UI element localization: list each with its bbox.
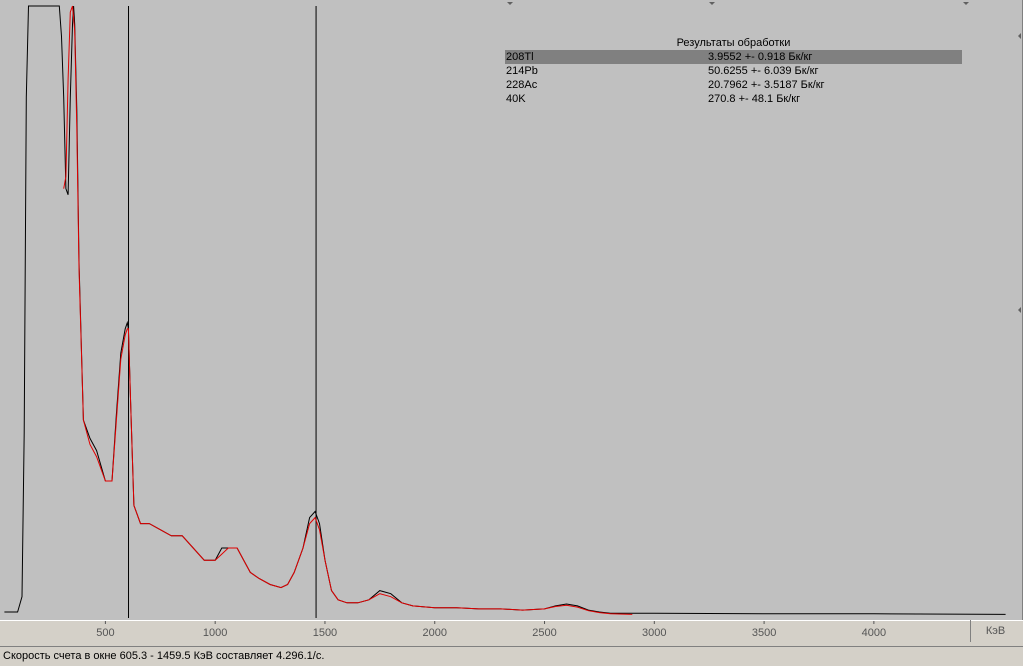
result-nuclide: 40K	[506, 93, 526, 105]
result-value: 270.8 +- 48.1 Бк/кг	[708, 93, 801, 105]
scroll-arrow-icon[interactable]	[1018, 307, 1021, 313]
result-row-40k[interactable]: 40K 270.8 +- 48.1 Бк/кг	[505, 92, 962, 106]
fit-spectrum-line	[63, 5, 633, 615]
result-value: 20.7962 +- 3.5187 Бк/кг	[708, 79, 825, 91]
scroll-arrow-icon[interactable]	[1018, 33, 1021, 39]
result-nuclide: 228Ac	[506, 79, 538, 91]
x-tick-label: 3500	[752, 627, 776, 639]
scroll-arrow-icon[interactable]	[709, 2, 715, 5]
x-tick-label: 3000	[642, 627, 666, 639]
result-row-228ac[interactable]: 228Ac 20.7962 +- 3.5187 Бк/кг	[505, 78, 962, 92]
x-tick-label: 1500	[313, 627, 337, 639]
x-tick-label: 2500	[532, 627, 556, 639]
results-title: Результаты обработки	[676, 37, 791, 49]
result-nuclide: 208Tl	[506, 51, 534, 63]
scroll-arrow-icon[interactable]	[507, 2, 513, 5]
axis-unit-label: КэВ	[970, 620, 1020, 642]
x-tick-label: 500	[96, 627, 114, 639]
x-tick-label: 4000	[862, 627, 886, 639]
x-tick-label: 2000	[422, 627, 446, 639]
result-row-208tl[interactable]: 208Tl 3.9552 +- 0.918 Бк/кг	[505, 50, 962, 64]
result-value: 3.9552 +- 0.918 Бк/кг	[708, 51, 813, 63]
result-nuclide: 214Pb	[506, 65, 538, 77]
energy-axis-ticks: 500 1000 1500 2000 2500 3000 3500 4000	[96, 621, 886, 639]
status-bar: Скорость счета в окне 605.3 - 1459.5 КэВ…	[0, 646, 1023, 666]
result-value: 50.6255 +- 6.039 Бк/кг	[708, 65, 819, 77]
spectrum-plot-area[interactable]	[0, 0, 1023, 620]
results-panel: Результаты обработки 208Tl 3.9552 +- 0.9…	[505, 37, 962, 106]
result-row-214pb[interactable]: 214Pb 50.6255 +- 6.039 Бк/кг	[505, 64, 962, 78]
x-tick-label: 1000	[203, 627, 227, 639]
energy-axis: 500 1000 1500 2000 2500 3000 3500 4000	[0, 620, 1023, 642]
spectrum-chart	[4, 2, 1021, 618]
scroll-arrow-icon[interactable]	[963, 2, 969, 5]
